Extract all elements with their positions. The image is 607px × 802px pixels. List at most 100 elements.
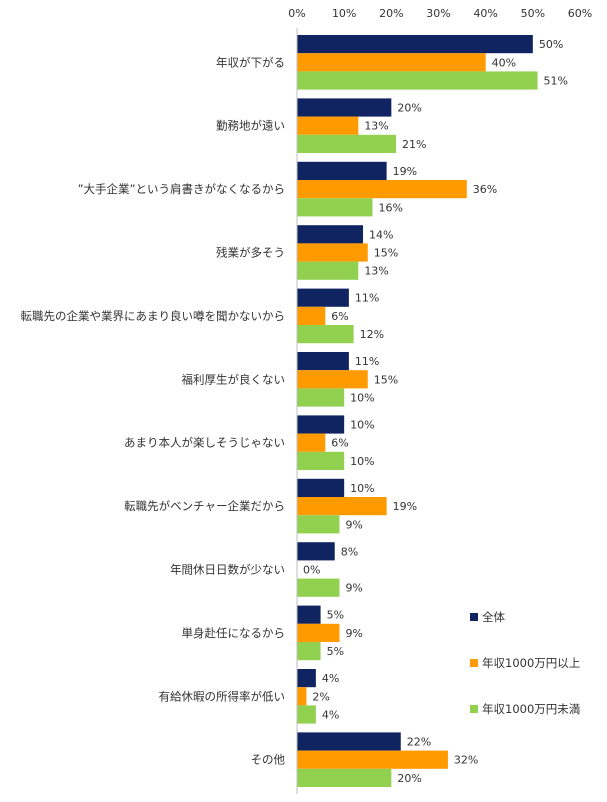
bar-value-label: 11%	[355, 292, 379, 305]
bar-value-label: 6%	[331, 437, 348, 450]
bar-value-label: 9%	[345, 518, 362, 531]
bar	[297, 750, 448, 769]
bar	[297, 370, 368, 389]
legend-label: 年収1000万円以上	[482, 656, 580, 670]
bar	[297, 433, 326, 452]
bar-value-label: 13%	[364, 120, 388, 133]
bar	[297, 687, 307, 706]
bar	[297, 116, 359, 135]
bar-value-label: 13%	[364, 265, 388, 278]
legend-swatch	[470, 705, 478, 713]
category-label: その他	[251, 753, 286, 767]
bar	[297, 261, 359, 280]
bar-value-label: 14%	[369, 228, 393, 241]
bar	[297, 497, 387, 516]
x-tick-label: 10%	[332, 7, 356, 20]
bar-value-label: 36%	[473, 183, 497, 196]
category-label: 福利厚生が良くない	[182, 372, 286, 386]
bar-value-label: 21%	[402, 138, 426, 151]
bar-value-label: 8%	[341, 545, 358, 558]
bar-value-label: 20%	[397, 772, 421, 785]
bar	[297, 288, 349, 307]
category-label: 単身赴任になるから	[182, 626, 286, 640]
category-label: 有給休暇の所得率が低い	[159, 689, 286, 703]
category-label: ”大手企業”という肩書きがなくなるから	[78, 182, 285, 196]
bar-value-label: 9%	[345, 582, 362, 595]
x-tick-label: 0%	[288, 7, 305, 20]
category-label: あまり本人が楽しそうじゃない	[124, 436, 285, 450]
legend-swatch	[470, 613, 478, 621]
bar	[297, 605, 321, 624]
bar-value-label: 16%	[378, 201, 402, 214]
bar	[297, 542, 335, 561]
bar-value-label: 40%	[492, 56, 516, 69]
bar	[297, 198, 373, 217]
category-label: 年収が下がる	[216, 55, 285, 69]
bar	[297, 623, 340, 642]
bars	[297, 35, 538, 787]
bar	[297, 415, 345, 434]
bar	[297, 478, 345, 497]
bar-value-label: 15%	[374, 247, 398, 260]
bar-value-label: 20%	[397, 102, 421, 115]
bar	[297, 352, 349, 371]
bar-value-label: 5%	[327, 609, 344, 622]
bar-value-label: 12%	[360, 328, 384, 341]
bar-value-label: 5%	[327, 645, 344, 658]
x-axis-ticks: 0% 10% 20% 30% 40% 50% 60%	[288, 7, 592, 20]
bar	[297, 732, 401, 751]
bar	[297, 578, 340, 597]
x-tick-label: 50%	[521, 7, 545, 20]
bar	[297, 134, 397, 153]
legend-label: 年収1000万円未満	[482, 702, 580, 716]
bar	[297, 225, 364, 244]
category-label: 年間休日日数が少ない	[170, 563, 285, 577]
bar-value-label: 10%	[350, 392, 374, 405]
bar	[297, 515, 340, 534]
bar	[297, 306, 326, 325]
bar	[297, 243, 368, 262]
value-labels: 50% 40% 51% 20% 13% 21% 19% 36% 16% 14% 15% 13% 11% 6…	[303, 38, 568, 785]
bar-value-label: 11%	[355, 355, 379, 368]
bar-value-label: 6%	[331, 310, 348, 323]
bar-value-label: 2%	[312, 690, 329, 703]
bar-value-label: 22%	[407, 736, 431, 749]
bar	[297, 325, 354, 344]
bar-value-label: 19%	[393, 500, 417, 513]
bar-value-label: 32%	[454, 754, 478, 767]
bar	[297, 451, 345, 470]
category-label: 残業が多そう	[216, 246, 285, 260]
bar	[297, 98, 392, 117]
bar	[297, 768, 392, 787]
bar	[297, 705, 316, 724]
bar-value-label: 15%	[374, 373, 398, 386]
category-label: 転職先がベンチャー企業だから	[124, 499, 285, 513]
bar	[297, 161, 387, 180]
bar	[297, 388, 345, 407]
bar-value-label: 4%	[322, 709, 339, 722]
bar-value-label: 19%	[393, 165, 417, 178]
x-tick-label: 30%	[426, 7, 450, 20]
bar-value-label: 10%	[350, 482, 374, 495]
bar	[297, 669, 316, 688]
bar-value-label: 10%	[350, 455, 374, 468]
bar-value-label: 0%	[303, 564, 320, 577]
bar	[297, 71, 538, 90]
bar-value-label: 4%	[322, 672, 339, 685]
category-label: 転職先の企業や業界にあまり良い噂を聞かないから	[21, 309, 286, 323]
bar	[297, 35, 533, 54]
bar-value-label: 9%	[345, 627, 362, 640]
bar-value-label: 51%	[544, 75, 568, 88]
legend-label: 全体	[482, 610, 505, 624]
x-tick-label: 40%	[473, 7, 497, 20]
bar-value-label: 10%	[350, 419, 374, 432]
bar-value-label: 50%	[539, 38, 563, 51]
bar	[297, 180, 467, 199]
category-label: 勤務地が遠い	[216, 119, 285, 133]
x-tick-label: 20%	[379, 7, 403, 20]
x-tick-label: 60%	[568, 7, 592, 20]
bar	[297, 642, 321, 661]
